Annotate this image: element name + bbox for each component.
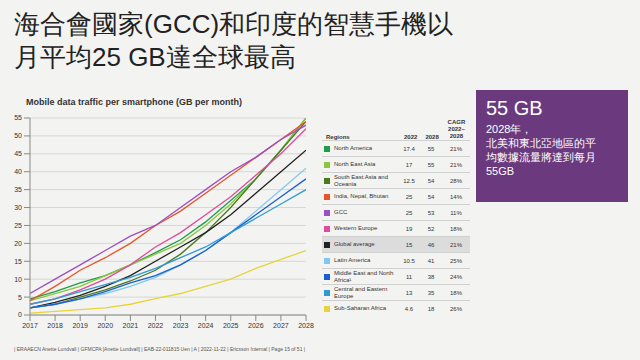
html-text:Middle East and North Africa¹: Middle East and North Africa¹	[334, 269, 394, 283]
html-text:13: 13	[405, 289, 413, 296]
html-text:17: 17	[405, 161, 413, 168]
svg-text:10: 10	[14, 276, 22, 283]
svg-text:40: 40	[14, 168, 22, 175]
html-text:15: 15	[405, 241, 413, 248]
html-text:India, Nepal, Bhutan: India, Nepal, Bhutan	[334, 193, 389, 199]
html-text:54: 54	[427, 193, 435, 200]
html-text:53: 53	[427, 209, 435, 216]
svg-text:25: 25	[14, 222, 22, 229]
html-text:Regions: Regions	[326, 134, 350, 140]
html-text:25: 25	[405, 193, 413, 200]
svg-text:20: 20	[14, 240, 22, 247]
svg-text:35: 35	[14, 186, 22, 193]
html-text:25%: 25%	[450, 257, 462, 264]
html-text:海合會國家(GCC)和印度的智慧手機以 月平均25 GB達全: 海合會國家(GCC)和印度的智慧手機以 月平均25 GB達全球最高	[14, 9, 454, 72]
svg-text:2026: 2026	[248, 322, 264, 329]
html-text:18: 18	[427, 305, 435, 312]
html-text:18%: 18%	[450, 225, 462, 232]
html-text:55: 55	[427, 145, 435, 152]
svg-text:55: 55	[14, 114, 22, 121]
html-text:19: 19	[405, 225, 413, 232]
html-text:21%: 21%	[450, 145, 462, 152]
html-text:Central and Eastern Europe: Central and Eastern Europe	[334, 285, 388, 299]
svg-text:2018: 2018	[47, 322, 63, 329]
svg-text:50: 50	[14, 132, 22, 139]
html-text:2022: 2022	[404, 134, 418, 140]
html-text:24%: 24%	[450, 273, 462, 280]
html-text:10.5: 10.5	[403, 257, 415, 264]
svg-text:2023: 2023	[173, 322, 189, 329]
html-text:Global average: Global average	[334, 241, 375, 247]
html-text:GCC: GCC	[334, 209, 348, 215]
html-text:| ERAAECN Anette Lundvall | GF: | ERAAECN Anette Lundvall | GFMCPA [Anet…	[14, 346, 306, 352]
html-text:Latin America: Latin America	[334, 257, 371, 263]
html-text:38: 38	[427, 273, 435, 280]
html-text:Sub-Saharan Africa: Sub-Saharan Africa	[334, 305, 386, 311]
html-text:35: 35	[427, 289, 435, 296]
html-text:Mobile data traffic per smartp: Mobile data traffic per smartphone (GB p…	[26, 97, 242, 107]
svg-text:0: 0	[18, 311, 22, 318]
html-text:21%: 21%	[450, 241, 462, 248]
html-text:25: 25	[405, 209, 413, 216]
svg-text:2020: 2020	[97, 322, 113, 329]
svg-text:2017: 2017	[22, 322, 38, 329]
html-text:28%: 28%	[450, 177, 462, 184]
html-text:55: 55	[427, 161, 435, 168]
svg-text:5: 5	[18, 294, 22, 301]
html-text:2028: 2028	[425, 134, 439, 140]
html-text:Western Europe: Western Europe	[334, 225, 378, 231]
html-text:CAGR 2022– 2028: CAGR 2022– 2028	[447, 119, 466, 139]
html-text:26%: 26%	[450, 305, 462, 312]
html-text:14%: 14%	[450, 193, 462, 200]
html-text:55 GB: 55 GB	[486, 97, 543, 119]
svg-text:2019: 2019	[72, 322, 88, 329]
svg-text:2028: 2028	[298, 322, 314, 329]
html-text:11: 11	[405, 273, 413, 280]
svg-text:2027: 2027	[273, 322, 289, 329]
html-text:52: 52	[427, 225, 435, 232]
html-text:4.6: 4.6	[404, 305, 414, 312]
svg-text:2024: 2024	[198, 322, 214, 329]
svg-text:2022: 2022	[148, 322, 164, 329]
html-text:21%: 21%	[450, 161, 462, 168]
svg-text:30: 30	[14, 204, 22, 211]
svg-text:15: 15	[14, 258, 22, 265]
html-text:12.5: 12.5	[403, 177, 415, 184]
svg-text:2021: 2021	[123, 322, 139, 329]
html-text:54: 54	[427, 177, 435, 184]
html-text:North East Asia: North East Asia	[334, 161, 376, 167]
html-text:18%: 18%	[450, 289, 462, 296]
html-text:South East Asia and Oceania: South East Asia and Oceania	[334, 173, 388, 187]
html-text:11%: 11%	[450, 209, 462, 216]
svg-text:2025: 2025	[223, 322, 239, 329]
html-text:17.4: 17.4	[403, 145, 415, 152]
svg-text:45: 45	[14, 150, 22, 157]
html-text:41: 41	[427, 257, 435, 264]
html-text:46: 46	[427, 241, 435, 248]
html-text:North America: North America	[334, 145, 372, 151]
html-text:2028年， 北美和東北亞地區的平 均數據流量將達到每月 5: 2028年， 北美和東北亞地區的平 均數據流量將達到每月 55GB	[486, 123, 596, 177]
